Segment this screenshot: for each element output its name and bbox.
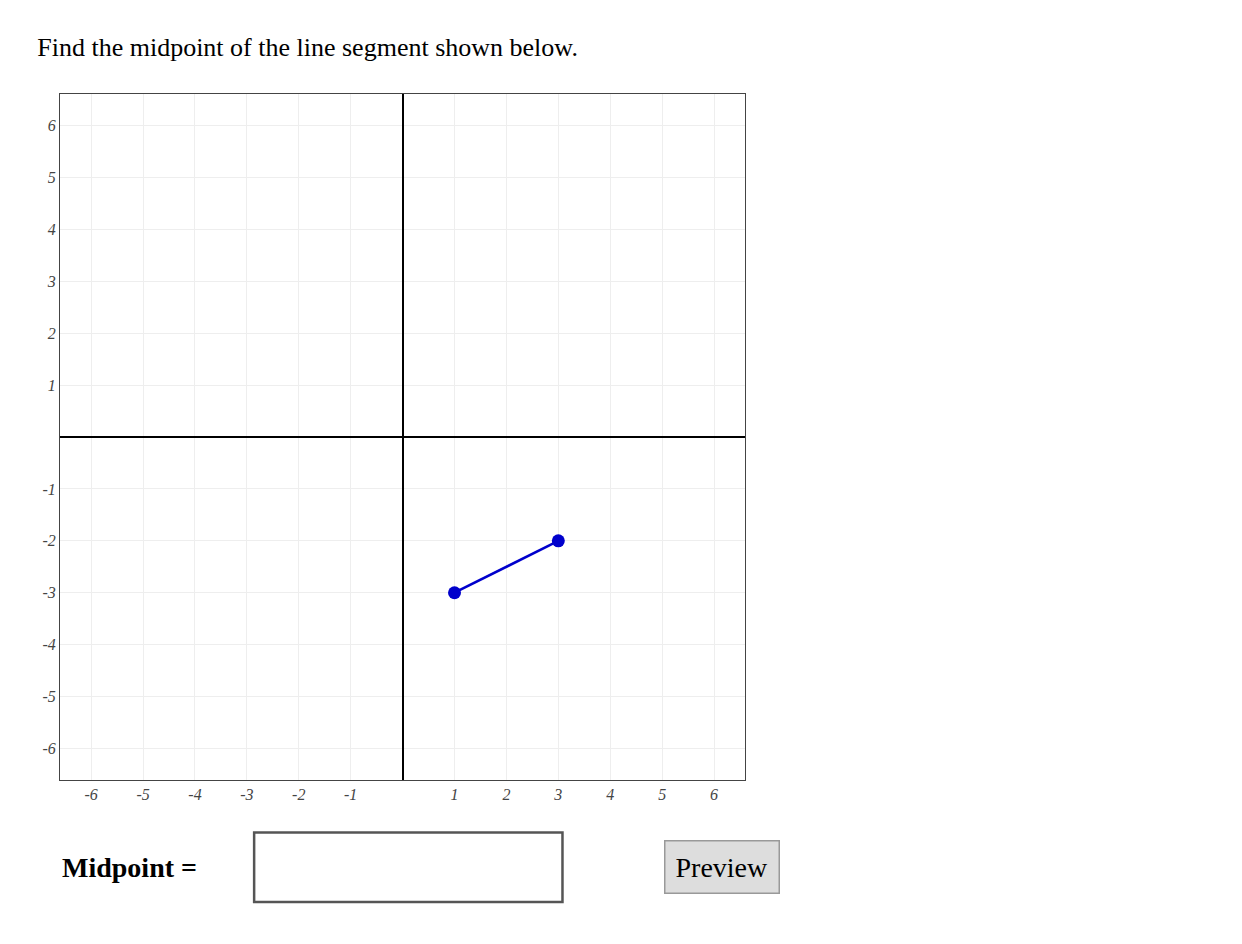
svg-text:Midpoint =: Midpoint = [62, 852, 197, 883]
svg-text:5: 5 [48, 169, 56, 186]
svg-text:-6: -6 [84, 786, 97, 803]
svg-text:-1: -1 [42, 481, 55, 498]
svg-text:6: 6 [710, 786, 718, 803]
svg-text:1: 1 [451, 786, 459, 803]
svg-text:2: 2 [502, 786, 510, 803]
svg-text:3: 3 [47, 273, 56, 290]
svg-text:4: 4 [48, 221, 56, 238]
svg-text:6: 6 [48, 117, 56, 134]
svg-text:-4: -4 [188, 786, 201, 803]
svg-text:-3: -3 [240, 786, 253, 803]
svg-text:-2: -2 [292, 786, 305, 803]
svg-text:2: 2 [48, 325, 56, 342]
svg-text:-6: -6 [42, 740, 55, 757]
svg-text:4: 4 [606, 786, 614, 803]
svg-text:-2: -2 [42, 532, 55, 549]
svg-text:-1: -1 [344, 786, 357, 803]
svg-text:Find the midpoint of the line: Find the midpoint of the line segment sh… [37, 33, 578, 62]
svg-text:3: 3 [553, 786, 562, 803]
svg-text:Preview: Preview [676, 852, 769, 883]
svg-text:1: 1 [48, 377, 56, 394]
svg-text:5: 5 [658, 786, 666, 803]
svg-text:-5: -5 [42, 688, 55, 705]
svg-text:-3: -3 [42, 584, 55, 601]
svg-text:-4: -4 [42, 636, 55, 653]
svg-text:-5: -5 [136, 786, 149, 803]
